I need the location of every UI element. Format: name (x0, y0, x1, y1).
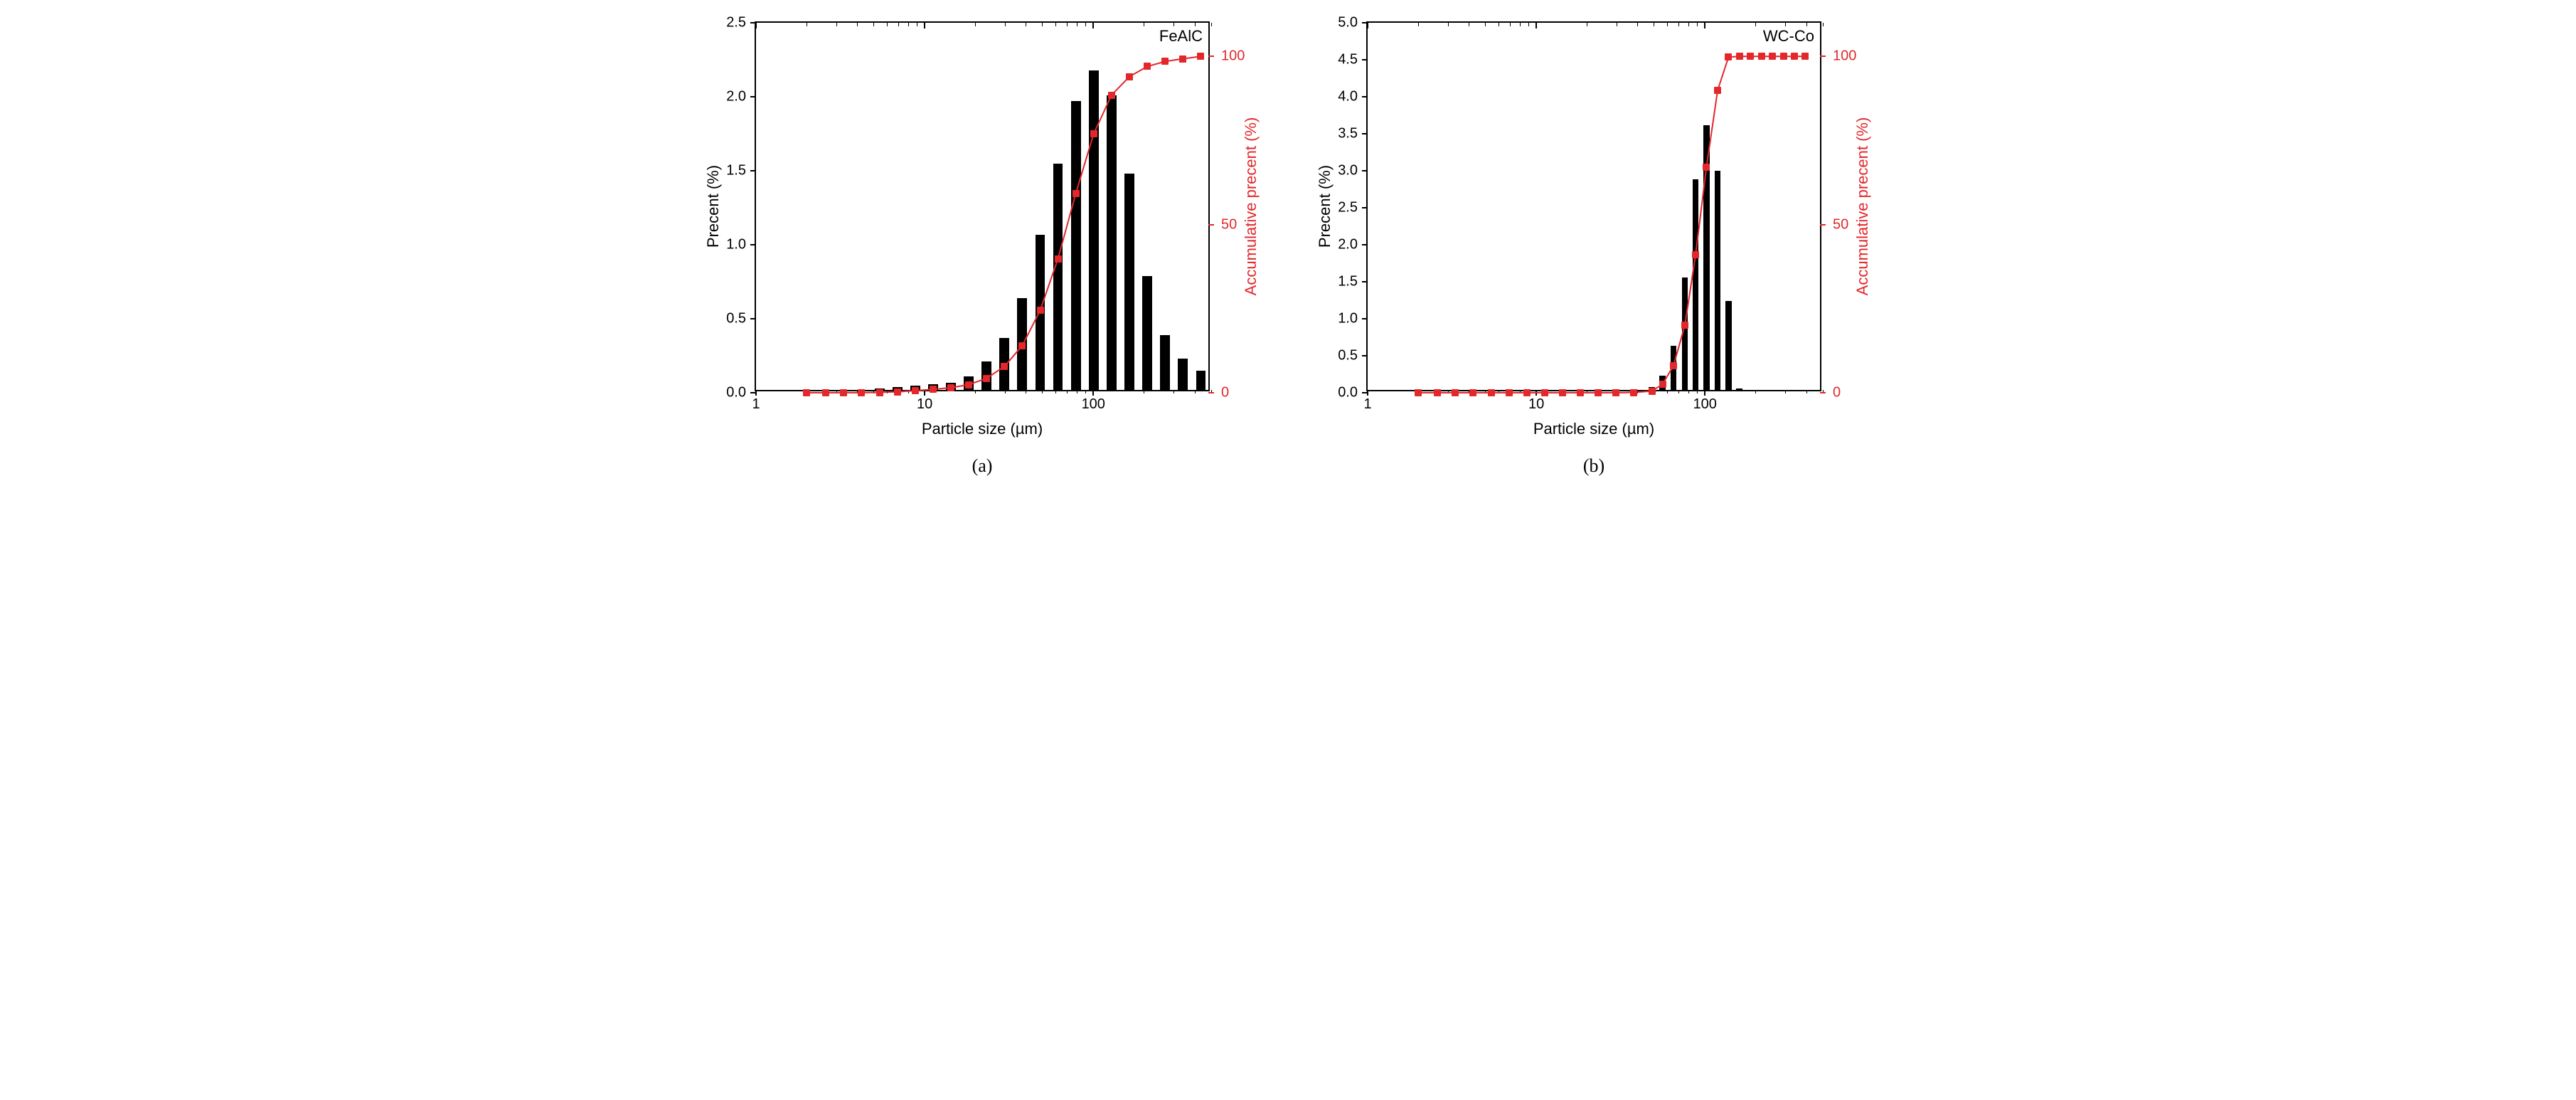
x-axis-label-a: Particle size (µm) (922, 420, 1043, 438)
line-marker (983, 375, 990, 382)
x-tick-label: 10 (1528, 396, 1544, 413)
y-right-tick-label: 0 (1221, 385, 1229, 401)
line-marker (1801, 53, 1809, 60)
panel-a-wrap: FeAlC1101000.00.51.01.52.02.5050100 Prec… (698, 14, 1267, 441)
line-marker (1714, 87, 1721, 94)
line-marker (1055, 255, 1062, 263)
line-marker (1197, 53, 1204, 60)
y-left-tick-label: 4.5 (1338, 52, 1358, 68)
panel-a: FeAlC1101000.00.51.01.52.02.5050100 Prec… (698, 14, 1267, 477)
y-left-tick-label: 2.0 (1338, 237, 1358, 253)
line-marker (1108, 92, 1115, 99)
y-left-tick-label: 0.0 (726, 385, 746, 401)
x-axis-label-b: Particle size (µm) (1533, 420, 1654, 438)
line-marker (1415, 389, 1422, 396)
line-marker (1595, 389, 1602, 396)
line-marker (876, 389, 883, 396)
line-marker (1769, 53, 1776, 60)
line-marker (1541, 389, 1548, 396)
sublabel-a: (a) (972, 455, 993, 477)
line-marker (1649, 388, 1656, 395)
line-marker (1452, 389, 1459, 396)
y-axis-right-label-a: Accumulative precent (%) (1242, 117, 1260, 296)
sublabel-b: (b) (1583, 455, 1604, 477)
line-marker (930, 386, 937, 393)
y-right-tick-label: 50 (1833, 216, 1848, 233)
y-left-tick-label: 4.0 (1338, 89, 1358, 105)
line-marker (1144, 63, 1151, 70)
line-marker (1559, 389, 1566, 396)
line-marker (1659, 381, 1666, 388)
y-right-tick-label: 50 (1221, 216, 1237, 233)
x-tick-label: 100 (1082, 396, 1105, 413)
y-left-tick-label: 2.0 (726, 89, 746, 105)
line-marker (1612, 389, 1619, 396)
x-tick-label: 10 (917, 396, 932, 413)
y-axis-left-label-b: Precent (%) (1316, 165, 1334, 248)
line-marker (1747, 53, 1754, 60)
line-marker (1692, 251, 1699, 258)
line-marker (1630, 389, 1637, 396)
line-marker (1736, 53, 1743, 60)
y-left-tick-label: 1.5 (726, 163, 746, 179)
y-left-tick-label: 2.5 (726, 15, 746, 31)
line-marker (1758, 53, 1765, 60)
line-marker (840, 389, 847, 396)
line-marker (1126, 73, 1133, 80)
line-marker (1780, 53, 1787, 60)
line-marker (912, 387, 919, 394)
line-marker (1073, 190, 1080, 197)
x-tick-label: 1 (752, 396, 760, 413)
line-marker (1434, 389, 1441, 396)
y-left-tick-label: 0.5 (1338, 348, 1358, 364)
line-marker (822, 389, 829, 396)
line-marker (965, 381, 972, 388)
line-marker (1670, 362, 1677, 369)
line-marker (1703, 164, 1710, 171)
line-marker (1523, 389, 1531, 396)
y-right-tick-label: 0 (1833, 385, 1841, 401)
line-marker (1791, 53, 1798, 60)
y-right-tick-label: 100 (1833, 48, 1856, 65)
y-left-tick-label: 0.0 (1338, 385, 1358, 401)
line-marker (1725, 53, 1732, 60)
line-marker (1179, 55, 1186, 63)
y-left-tick-label: 1.0 (726, 237, 746, 253)
line-marker (1506, 389, 1513, 396)
y-left-tick-label: 3.5 (1338, 126, 1358, 142)
y-left-tick-label: 3.0 (1338, 163, 1358, 179)
line-marker (1161, 58, 1169, 65)
line-marker (1469, 389, 1476, 396)
x-tick-label: 100 (1693, 396, 1717, 413)
chart-a-box: FeAlC1101000.00.51.01.52.02.5050100 (755, 21, 1210, 391)
x-tick-label: 1 (1363, 396, 1371, 413)
line-marker (1037, 307, 1044, 314)
y-left-tick-label: 0.5 (726, 311, 746, 327)
y-left-tick-label: 2.5 (1338, 200, 1358, 216)
line-marker (1001, 363, 1008, 370)
line-marker (1577, 389, 1584, 396)
line-marker (1018, 342, 1026, 349)
line-marker (803, 389, 810, 396)
y-axis-left-label-a: Precent (%) (704, 165, 723, 248)
line-marker (858, 389, 865, 396)
y-left-tick-label: 5.0 (1338, 15, 1358, 31)
panel-b-wrap: WC-Co1101000.00.51.01.52.02.53.03.54.04.… (1309, 14, 1878, 441)
chart-b-box: WC-Co1101000.00.51.01.52.02.53.03.54.04.… (1366, 21, 1821, 391)
line-marker (894, 388, 901, 396)
line-marker (947, 384, 954, 391)
panel-b: WC-Co1101000.00.51.01.52.02.53.03.54.04.… (1309, 14, 1878, 477)
line-marker (1090, 130, 1097, 137)
y-axis-right-label-b: Accumulative precent (%) (1853, 117, 1872, 296)
y-right-tick-label: 100 (1221, 48, 1245, 65)
line-marker (1681, 322, 1688, 329)
y-left-tick-label: 1.0 (1338, 311, 1358, 327)
line-marker (1488, 389, 1495, 396)
y-left-tick-label: 1.5 (1338, 274, 1358, 290)
